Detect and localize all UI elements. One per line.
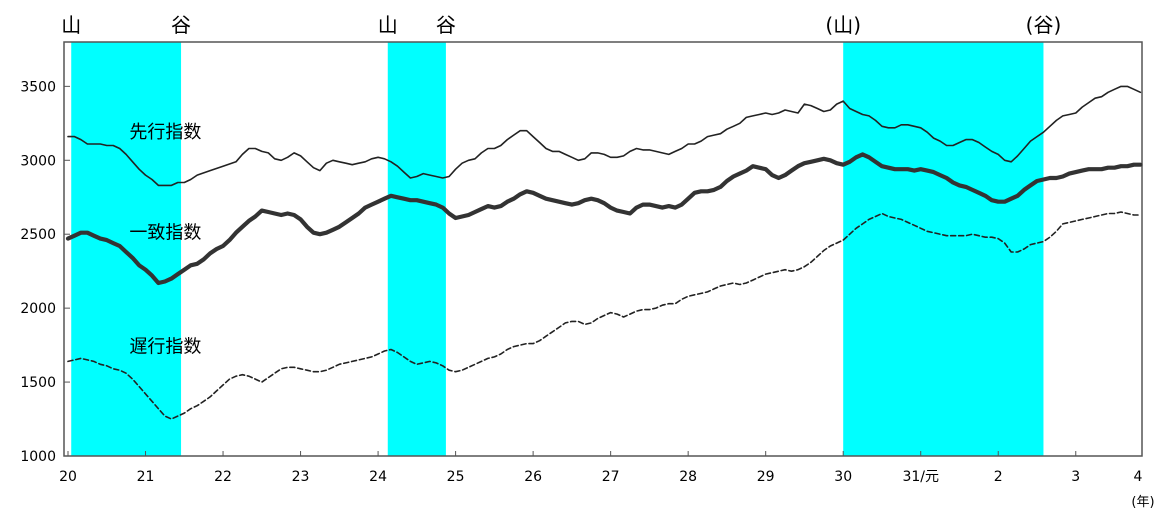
recession-band: [387, 42, 446, 456]
y-tick-label: 1000: [20, 449, 56, 465]
x-tick-label: 21: [137, 469, 155, 485]
cycle-marker: 山: [378, 13, 398, 37]
x-tick-label: 27: [602, 469, 620, 485]
cycle-marker: 谷: [171, 13, 191, 37]
series-label: 先行指数: [129, 122, 201, 143]
x-tick-label: 31/元: [902, 469, 939, 485]
y-tick-label: 2000: [20, 301, 56, 317]
series-label: 遅行指数: [129, 337, 201, 358]
y-tick-label: 3500: [20, 79, 56, 95]
x-tick-label: 26: [524, 469, 542, 485]
plot-frame: [63, 41, 1143, 457]
x-tick-label: 23: [292, 469, 310, 485]
x-tick-label: 22: [214, 469, 232, 485]
series-line: [67, 85, 1142, 187]
x-tick-label: 28: [679, 469, 697, 485]
y-tick-label: 3000: [20, 153, 56, 169]
cycle-marker: 山: [61, 13, 81, 37]
y-tick-label: 2500: [20, 227, 56, 243]
x-tick-label: 20: [59, 469, 77, 485]
x-tick-label: 2: [994, 469, 1003, 485]
cycle-marker: (谷): [1026, 13, 1062, 37]
series-line: [67, 211, 1142, 420]
series-label: 一致指数: [129, 223, 201, 244]
x-tick-label: 3: [1071, 469, 1080, 485]
cycle-marker: 谷: [436, 13, 456, 37]
x-tick-label: 4: [1134, 469, 1143, 485]
x-tick-label: 24: [369, 469, 387, 485]
recession-band: [843, 42, 1044, 456]
cycle-marker: (山): [825, 13, 861, 37]
x-tick-label: 30: [834, 469, 852, 485]
y-tick-label: 1500: [20, 375, 56, 391]
x-tick-label: 25: [447, 469, 465, 485]
shaded-periods: [71, 42, 1044, 456]
recession-band: [71, 42, 182, 456]
series-line: [65, 152, 1143, 286]
x-tick-label: 29: [757, 469, 775, 485]
series-lines: [65, 85, 1143, 420]
x-unit-label: (年): [1131, 495, 1154, 510]
